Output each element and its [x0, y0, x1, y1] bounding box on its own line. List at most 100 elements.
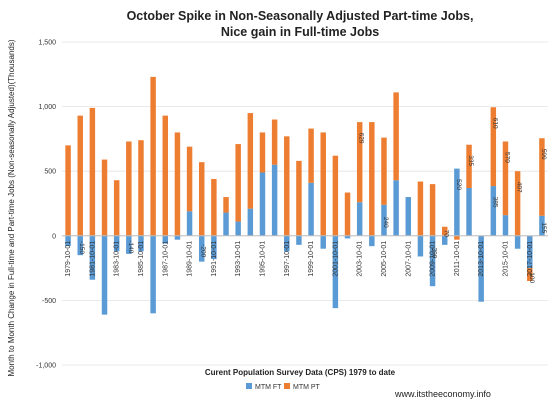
data-label: 570 [503, 152, 510, 163]
bar-mtm-ft-2011-10-01 [454, 168, 460, 236]
bar-mtm-pt-1995-10-01 [259, 132, 266, 173]
bar-mtm-ft-1991-10-01 [211, 235, 217, 260]
data-label: 520 [455, 179, 462, 190]
data-labels: -150 -140 -200 629 240 -390 70 520 335 385 610 570 4… [78, 118, 547, 284]
x-tick-label: 1989-10-01 [187, 241, 194, 277]
bar-mtm-ft-1988-10-01 [174, 235, 181, 240]
bar-mtm-ft-1996-10-01 [271, 164, 278, 236]
x-tick-label: 2005-10-01 [381, 241, 388, 277]
y-tick-label: -1,000 [36, 363, 56, 370]
bar-mtm-ft-1999-10-01 [308, 182, 314, 236]
x-tick-label: 2003-10-01 [357, 241, 364, 277]
legend-swatch-mtm-pt [284, 383, 290, 389]
x-tick-label: 2001-10-01 [332, 241, 339, 277]
bar-mtm-pt-2015-10-01 [502, 141, 509, 216]
bar-mtm-ft-1995-10-01 [259, 172, 266, 236]
bar-mtm-pt-1999-10-01 [308, 128, 314, 183]
bar-mtm-ft-1998-10-01 [296, 235, 302, 245]
y-axis-ticks: -1,000 -500 0 500 1,000 1,500 [36, 40, 56, 370]
bar-mtm-pt-2004-10-01 [369, 122, 375, 236]
bar-mtm-pt-2006-10-01 [393, 92, 399, 181]
bar-mtm-ft-2003-10-01 [356, 202, 363, 236]
x-tick-label: 2013-10-01 [478, 241, 485, 277]
x-tick-label: 2017-10-01 [527, 241, 534, 277]
bar-mtm-pt-1983-10-01 [113, 180, 120, 236]
data-label: 240 [382, 217, 389, 228]
bar-mtm-pt-2012-10-01 [466, 144, 472, 188]
bar-mtm-pt-1981-10-01 [89, 107, 96, 236]
data-label: 335 [467, 155, 474, 166]
bar-mtm-pt-1982-10-01 [101, 159, 108, 236]
data-label: -200 [200, 244, 207, 257]
bar-mtm-ft-2000-10-01 [320, 235, 326, 249]
bar-mtm-pt-1997-10-01 [284, 136, 290, 236]
bar-mtm-ft-1990-10-01 [198, 235, 205, 262]
bar-mtm-pt-2009-10-01 [429, 184, 436, 236]
bar-mtm-pt-1994-10-01 [247, 113, 254, 209]
y-tick-label: 500 [44, 169, 56, 176]
x-axis-ticks: 1979-10-01 1981-10-01 1983-10-01 1985-10-01… [65, 241, 534, 277]
bar-mtm-ft-2012-10-01 [466, 187, 472, 236]
data-label: -140 [127, 240, 134, 253]
x-axis-label: Curent Population Survey Data (CPS) 1979… [205, 368, 396, 377]
bar-mtm-pt-1987-10-01 [162, 115, 169, 236]
legend-label-mtm-pt: MTM PT [293, 384, 321, 391]
bar-mtm-ft-2007-10-01 [405, 197, 412, 236]
bar-mtm-ft-2001-10-01 [332, 235, 339, 309]
bar-mtm-ft-2010-10-01 [441, 235, 448, 245]
bar-mtm-ft-2002-10-01 [344, 235, 351, 239]
bar-mtm-ft-2014-10-01 [490, 186, 497, 236]
bar-mtm-pt-2017-10-01 [527, 268, 533, 282]
bar-mtm-pt-2000-10-01 [320, 132, 326, 236]
bar-mtm-ft-1989-10-01 [186, 211, 193, 236]
bar-mtm-ft-1982-10-01 [101, 235, 108, 315]
bar-mtm-pt-2018-10-01 [539, 138, 545, 216]
x-tick-label: 1983-10-01 [114, 241, 121, 277]
x-tick-label: 1997-10-01 [284, 241, 291, 277]
bar-mtm-ft-2016-10-01 [514, 235, 521, 249]
bar-mtm-ft-1983-10-01 [113, 235, 120, 252]
bar-mtm-pt-2002-10-01 [344, 192, 351, 236]
bar-mtm-ft-1994-10-01 [247, 208, 254, 236]
bar-mtm-pt-1998-10-01 [296, 160, 302, 236]
bar-mtm-pt-2008-10-01 [417, 181, 424, 236]
bar-mtm-pt-1989-10-01 [186, 146, 193, 212]
data-label: -390 [431, 245, 438, 258]
x-tick-label: 1979-10-01 [65, 241, 72, 277]
bar-mtm-pt-2014-10-01 [490, 107, 497, 187]
bar-mtm-pt-1979-10-01 [65, 145, 71, 236]
y-tick-label: 1,500 [38, 40, 56, 47]
bar-mtm-ft-2004-10-01 [369, 235, 375, 247]
bars [65, 76, 545, 315]
y-tick-label: 1,000 [38, 104, 56, 111]
data-label: 610 [491, 118, 498, 129]
bar-mtm-ft-2015-10-01 [502, 215, 509, 236]
bar-mtm-pt-1986-10-01 [150, 76, 156, 236]
y-tick-label: -500 [42, 298, 56, 305]
y-tick-label: 0 [52, 233, 56, 240]
x-tick-label: 2009-10-01 [430, 241, 437, 277]
bar-mtm-pt-1985-10-01 [138, 140, 144, 236]
bar-mtm-ft-1997-10-01 [284, 235, 290, 252]
chart-title-line-1: October Spike in Non-Seasonally Adjusted… [127, 9, 474, 23]
x-tick-label: 1993-10-01 [235, 241, 242, 277]
bar-mtm-pt-1988-10-01 [174, 132, 181, 236]
x-tick-label: 1991-10-01 [211, 241, 218, 277]
legend-label-mtm-ft: MTM FT [255, 384, 282, 391]
bar-mtm-pt-2010-10-01 [441, 226, 448, 236]
bar-mtm-pt-2011-10-01 [454, 235, 460, 240]
x-tick-label: 2011-10-01 [454, 241, 461, 276]
bar-mtm-pt-2005-10-01 [381, 137, 387, 205]
data-label: 70 [443, 230, 450, 238]
bar-mtm-pt-1992-10-01 [223, 197, 229, 213]
bar-mtm-ft-1981-10-01 [89, 235, 96, 280]
bar-mtm-ft-1984-10-01 [126, 235, 132, 254]
x-tick-label: 2007-10-01 [405, 241, 412, 277]
bar-mtm-ft-2013-10-01 [478, 235, 484, 302]
bar-mtm-pt-2016-10-01 [514, 171, 521, 236]
data-label: 629 [358, 133, 365, 144]
bar-mtm-ft-1986-10-01 [150, 235, 156, 314]
bar-mtm-pt-1993-10-01 [235, 144, 241, 222]
bar-mtm-ft-1980-10-01 [77, 235, 83, 256]
